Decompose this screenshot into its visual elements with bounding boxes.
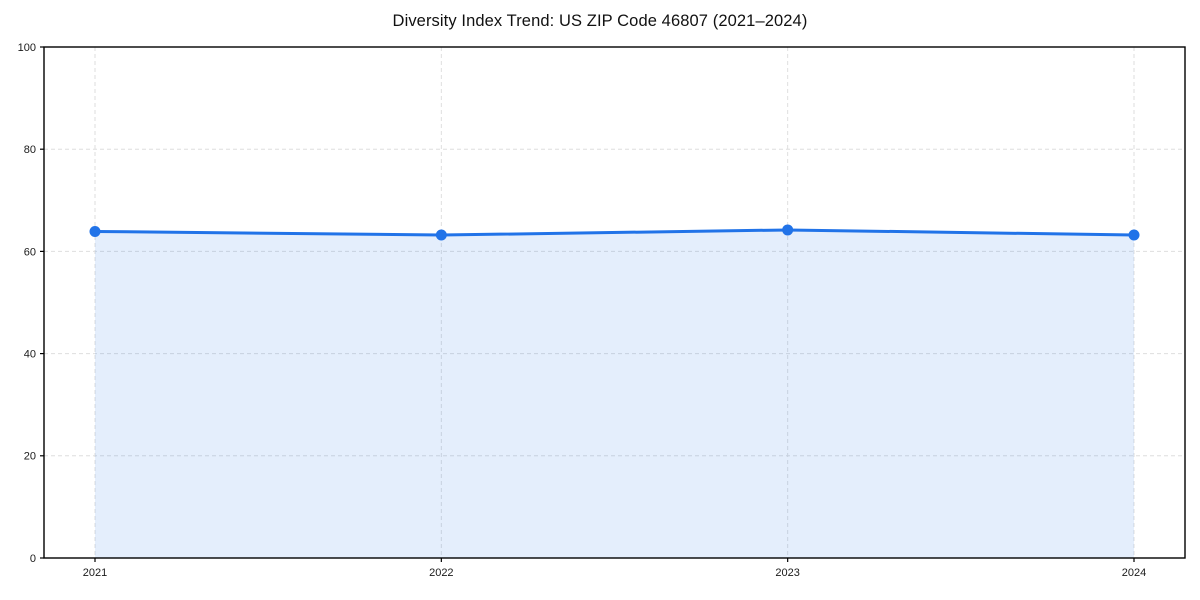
chart-title: Diversity Index Trend: US ZIP Code 46807… (392, 12, 808, 30)
data-point-marker (89, 225, 101, 237)
y-tick-label: 20 (24, 451, 36, 463)
plot-border (43, 46, 1186, 559)
x-tick-label: 2023 (775, 567, 799, 579)
y-tick-label: 60 (24, 246, 36, 258)
x-tick-label: 2024 (1122, 567, 1146, 579)
y-tick-label: 80 (24, 144, 36, 156)
y-tick-label: 40 (24, 348, 36, 360)
y-tick-label: 100 (18, 42, 36, 54)
data-point-marker (782, 224, 794, 236)
area-fill (95, 229, 1134, 559)
trend-line (93, 228, 1136, 237)
data-point-marker (435, 229, 447, 241)
y-tick-label: 0 (30, 553, 36, 565)
x-tick-label: 2021 (83, 567, 107, 579)
x-tick-label: 2022 (429, 567, 453, 579)
data-point-marker (1128, 229, 1140, 241)
